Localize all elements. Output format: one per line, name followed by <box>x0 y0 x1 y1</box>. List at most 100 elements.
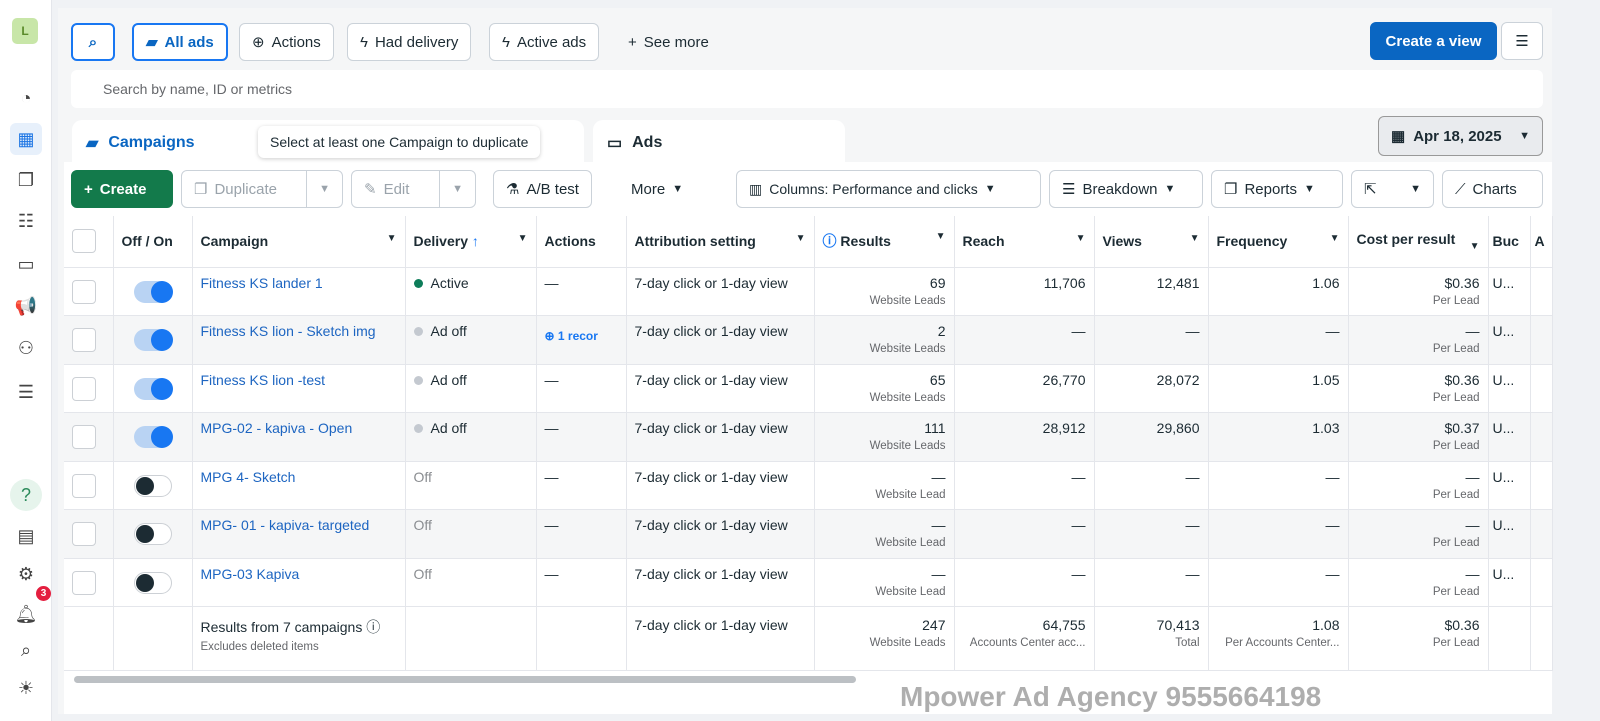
search-input[interactable]: Search by name, ID or metrics <box>71 70 1543 108</box>
pages-icon[interactable]: ❐ <box>17 169 35 190</box>
horizontal-scrollbar[interactable] <box>74 676 856 683</box>
row-select[interactable] <box>64 461 114 510</box>
bell-icon[interactable]: 🔔︎ <box>14 603 38 624</box>
row-checkbox[interactable] <box>72 425 96 449</box>
ab-test-button[interactable]: ⚗ A/B test <box>493 170 592 208</box>
toggle-cell[interactable] <box>113 412 193 462</box>
dashboard-icon[interactable]: ◔ <box>20 87 32 108</box>
settings-icon[interactable]: ⚙ <box>17 563 35 584</box>
edit-button[interactable]: ✎ Edit ▼ <box>351 170 476 208</box>
news-icon[interactable]: ▤ <box>17 525 35 546</box>
charts-button[interactable]: ⟋ Charts <box>1442 170 1543 208</box>
campaign-toggle[interactable] <box>133 377 173 400</box>
row-select[interactable] <box>64 412 114 462</box>
col-delivery[interactable]: Delivery ↑ ▼ <box>405 216 537 268</box>
col-results[interactable]: ⓘ Results ▼ <box>814 216 955 268</box>
row-checkbox[interactable] <box>72 522 96 546</box>
more-button[interactable]: More ▼ <box>619 170 696 208</box>
all-ads-button[interactable]: ▰ All ads <box>132 23 228 61</box>
breakdown-button[interactable]: ☰ Breakdown ▼ <box>1049 170 1203 208</box>
export-button[interactable]: ⇱ ▼ <box>1351 170 1434 208</box>
toggle-cell[interactable] <box>113 558 193 607</box>
col-actions[interactable]: Actions <box>536 216 627 268</box>
audiences-icon[interactable]: ☷ <box>17 210 35 231</box>
menu-icon[interactable]: ☰ <box>17 381 35 402</box>
campaign-toggle[interactable] <box>133 280 173 303</box>
active-ads-button[interactable]: ϟ Active ads <box>489 23 600 61</box>
col-views[interactable]: Views ▼ <box>1094 216 1209 268</box>
date-range-picker[interactable]: ▦ Apr 18, 2025 ▼ <box>1378 116 1543 156</box>
col-frequency[interactable]: Frequency ▼ <box>1208 216 1349 268</box>
search-icon[interactable]: ⌕ <box>20 639 32 660</box>
select-all-checkbox[interactable] <box>72 229 96 254</box>
campaign-name-link[interactable]: MPG-02 - kapiva - Open <box>200 420 353 436</box>
filter-settings-button[interactable]: ☰ <box>1501 22 1543 60</box>
bug-icon[interactable]: ☀ <box>17 677 35 698</box>
recommendation-link[interactable]: ⊕ 1 recor <box>544 329 598 343</box>
help-icon[interactable]: ? <box>10 479 42 511</box>
campaign-name-link[interactable]: MPG 4- Sketch <box>200 468 296 485</box>
row-checkbox[interactable] <box>72 570 96 595</box>
toggle-cell[interactable] <box>113 509 193 559</box>
campaign-name-link[interactable]: Fitness KS lion - Sketch img <box>200 323 376 339</box>
row-checkbox[interactable] <box>72 376 96 401</box>
campaign-toggle[interactable] <box>133 426 173 448</box>
row-checkbox[interactable] <box>72 328 96 352</box>
row-checkbox[interactable] <box>72 473 96 498</box>
col-cost-per-result[interactable]: ▼ Cost per result <box>1348 216 1489 268</box>
table-icon[interactable]: ▦ <box>10 123 42 155</box>
duplicate-button[interactable]: ❐ Duplicate ▼ <box>181 170 343 208</box>
row-select[interactable] <box>64 558 114 607</box>
caret-down-icon[interactable]: ▼ <box>1075 233 1086 245</box>
columns-button[interactable]: ▥ Columns: Performance and clicks ▼ <box>736 170 1041 208</box>
results-cell: 111 Website Leads <box>814 412 955 462</box>
info-icon[interactable]: ⓘ <box>366 619 381 635</box>
campaign-toggle[interactable] <box>133 329 173 351</box>
billing-icon[interactable]: ▭ <box>17 253 35 274</box>
caret-down-icon[interactable]: ▼ <box>935 231 946 243</box>
row-select[interactable] <box>64 267 114 316</box>
reach-cell: 28,912 <box>954 412 1095 462</box>
actions-button[interactable]: ⊕ Actions <box>239 23 334 61</box>
caret-down-icon[interactable]: ▼ <box>1329 233 1340 245</box>
campaign-megaphone-icon[interactable]: 📢 <box>14 295 38 316</box>
see-more-button[interactable]: + See more <box>616 23 721 61</box>
col-more[interactable]: A <box>1530 216 1553 268</box>
campaign-toggle[interactable] <box>133 474 172 497</box>
col-campaign[interactable]: Campaign ▼ <box>192 216 406 268</box>
reach-cell: 11,706 <box>954 267 1095 316</box>
tab-ads[interactable]: ▭ Ads <box>593 120 845 166</box>
reports-button[interactable]: ❐ Reports ▼ <box>1211 170 1343 208</box>
connections-icon[interactable]: ⚇ <box>17 337 35 358</box>
row-select[interactable] <box>64 315 114 365</box>
caret-down-icon[interactable]: ▼ <box>1189 233 1200 245</box>
campaign-toggle[interactable] <box>133 571 172 594</box>
toggle-cell[interactable] <box>113 315 193 365</box>
campaign-name-link[interactable]: MPG-03 Kapiva <box>200 565 300 582</box>
create-view-button[interactable]: Create a view <box>1370 22 1497 60</box>
caret-down-icon[interactable]: ▼ <box>1469 240 1480 252</box>
campaign-name-link[interactable]: MPG- 01 - kapiva- targeted <box>200 517 370 533</box>
campaign-name-link[interactable]: Fitness KS lion -test <box>200 371 326 388</box>
create-button[interactable]: + Create <box>71 170 173 208</box>
col-reach[interactable]: Reach ▼ <box>954 216 1095 268</box>
col-budget[interactable]: Buc <box>1488 216 1531 268</box>
select-all-header[interactable] <box>64 216 114 268</box>
caret-down-icon[interactable]: ▼ <box>386 233 397 245</box>
campaign-toggle[interactable] <box>133 523 172 545</box>
search-toggle-button[interactable]: ⌕ <box>71 23 115 61</box>
row-select[interactable] <box>64 364 114 413</box>
caret-down-icon[interactable]: ▼ <box>517 233 528 245</box>
caret-down-icon[interactable]: ▼ <box>795 233 806 245</box>
campaign-name-link[interactable]: Fitness KS lander 1 <box>200 274 323 291</box>
account-avatar[interactable]: L <box>12 18 38 44</box>
toggle-cell[interactable] <box>113 461 193 510</box>
had-delivery-button[interactable]: ϟ Had delivery <box>347 23 472 61</box>
toggle-cell[interactable] <box>113 267 193 316</box>
row-checkbox[interactable] <box>72 279 96 304</box>
col-attribution[interactable]: Attribution setting ▼ <box>626 216 815 268</box>
toggle-cell[interactable] <box>113 364 193 413</box>
row-select[interactable] <box>64 509 114 559</box>
delivery-cell: Off <box>405 509 537 559</box>
col-off-on[interactable]: Off / On <box>113 216 193 268</box>
